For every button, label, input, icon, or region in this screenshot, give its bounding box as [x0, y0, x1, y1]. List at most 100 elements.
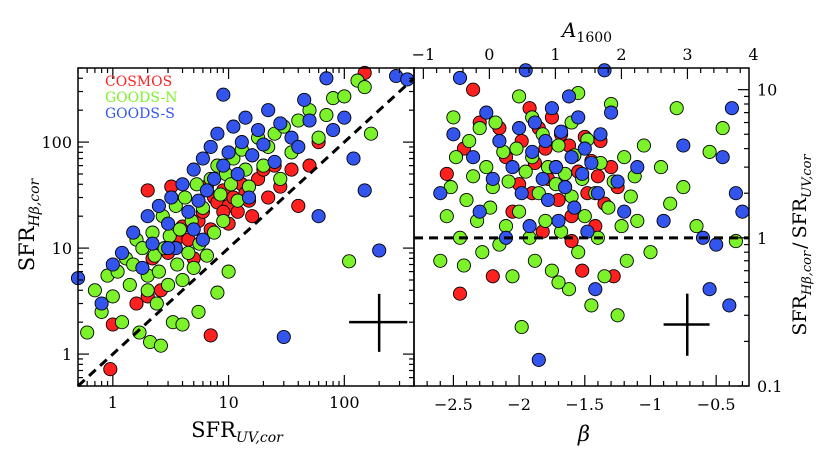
point-goods-n — [538, 213, 553, 228]
point-goods-n — [223, 177, 239, 192]
point-goods-s — [466, 150, 481, 165]
point-goods-n — [87, 283, 102, 298]
point-goods-s — [238, 110, 253, 125]
point-goods-n — [446, 110, 461, 125]
point-goods-s — [597, 63, 612, 78]
point-goods-n — [653, 160, 669, 175]
a1600-tick-label: 2 — [616, 45, 626, 64]
left-panel-points — [70, 65, 415, 377]
point-goods-s — [105, 257, 120, 272]
point-goods-s — [604, 105, 619, 120]
point-goods-s — [617, 204, 632, 219]
legend-entry-goods-n: GOODS-N — [105, 90, 177, 106]
point-goods-s — [346, 151, 361, 166]
point-goods-n — [177, 190, 193, 205]
point-goods-n — [462, 133, 477, 149]
point-goods-s — [251, 122, 266, 138]
point-goods-n — [663, 196, 678, 211]
point-goods-n — [273, 171, 288, 186]
right-x-axis-title: β — [577, 422, 590, 446]
point-goods-s — [561, 89, 577, 104]
point-goods-n — [475, 245, 490, 260]
point-goods-s — [452, 70, 468, 85]
point-goods-s — [94, 296, 109, 311]
point-goods-n — [561, 282, 577, 297]
point-goods-n — [456, 258, 471, 273]
point-goods-s — [372, 243, 387, 258]
point-goods-s — [216, 87, 231, 102]
ratio-tick-label: 10 — [757, 81, 777, 100]
point-goods-n — [498, 219, 514, 234]
point-goods-n — [153, 338, 168, 353]
point-cosmos — [245, 209, 260, 224]
point-goods-s — [337, 110, 352, 125]
point-goods-n — [149, 296, 164, 311]
point-goods-s — [531, 352, 546, 367]
point-goods-n — [501, 174, 516, 189]
point-goods-n — [459, 192, 474, 208]
right-y-axis-title: SFRHβ,cor/SFRUV,cor — [789, 154, 815, 336]
point-goods-s — [580, 224, 595, 239]
right-panel-plot: −2.5 −2 −1.5 −1 −0.5 −1 0 1 2 3 4 0.1 1 10 — [412, 45, 783, 414]
point-goods-n — [512, 89, 527, 104]
point-goods-s — [151, 198, 166, 213]
beta-tick-label: −2.5 — [434, 395, 473, 414]
right-top-axis-title: A1600 — [560, 18, 612, 46]
point-goods-n — [199, 248, 214, 263]
point-goods-s — [535, 171, 550, 186]
point-goods-s — [256, 137, 271, 152]
a1600-tick-label: 3 — [682, 45, 692, 64]
point-goods-n — [636, 138, 651, 153]
point-goods-s — [728, 186, 743, 201]
point-goods-s — [175, 177, 190, 192]
point-goods-s — [472, 204, 487, 219]
point-goods-s — [216, 158, 231, 173]
point-goods-s — [525, 144, 540, 159]
point-goods-s — [245, 148, 260, 163]
point-goods-n — [514, 319, 529, 335]
point-goods-n — [181, 245, 196, 260]
point-goods-n — [357, 80, 372, 95]
point-goods-s — [702, 282, 717, 297]
a1600-tick-label: 4 — [748, 45, 758, 64]
point-goods-n — [140, 283, 155, 298]
point-goods-n — [172, 222, 187, 237]
point-goods-s — [735, 204, 750, 219]
point-goods-s — [551, 213, 566, 228]
point-goods-s — [161, 241, 176, 256]
point-goods-s — [558, 180, 573, 195]
point-goods-s — [191, 193, 206, 208]
a1600-tick-label: −1 — [412, 45, 436, 64]
point-goods-s — [492, 133, 507, 149]
point-goods-s — [221, 145, 236, 160]
point-goods-n — [584, 298, 599, 313]
point-goods-s — [577, 141, 592, 156]
point-goods-s — [505, 160, 520, 175]
point-goods-s — [181, 204, 196, 219]
point-goods-n — [170, 257, 185, 272]
point-goods-n — [433, 253, 448, 268]
point-goods-n — [715, 121, 730, 136]
point-goods-s — [319, 71, 334, 86]
point-goods-n — [479, 160, 494, 175]
a1600-tick-label: 1 — [550, 45, 560, 64]
point-goods-s — [575, 166, 590, 181]
beta-tick-label: −1 — [639, 395, 663, 414]
point-goods-s — [527, 115, 542, 130]
point-goods-s — [610, 174, 625, 189]
point-goods-s — [584, 155, 599, 171]
left-y-axis-title: SFRHβ,cor — [15, 177, 43, 271]
point-goods-s — [446, 127, 461, 142]
y-tick-label: 1 — [62, 345, 72, 364]
point-goods-s — [512, 121, 527, 136]
left-panel-axes: 1 10 100 1 10 100 — [41, 67, 415, 412]
point-goods-n — [577, 209, 592, 224]
x-tick-label: 10 — [218, 393, 238, 412]
point-goods-s — [722, 298, 737, 313]
point-goods-n — [702, 144, 717, 159]
point-cosmos — [590, 169, 605, 184]
point-goods-s — [199, 183, 214, 198]
point-goods-s — [588, 282, 603, 297]
point-goods-s — [140, 209, 155, 224]
